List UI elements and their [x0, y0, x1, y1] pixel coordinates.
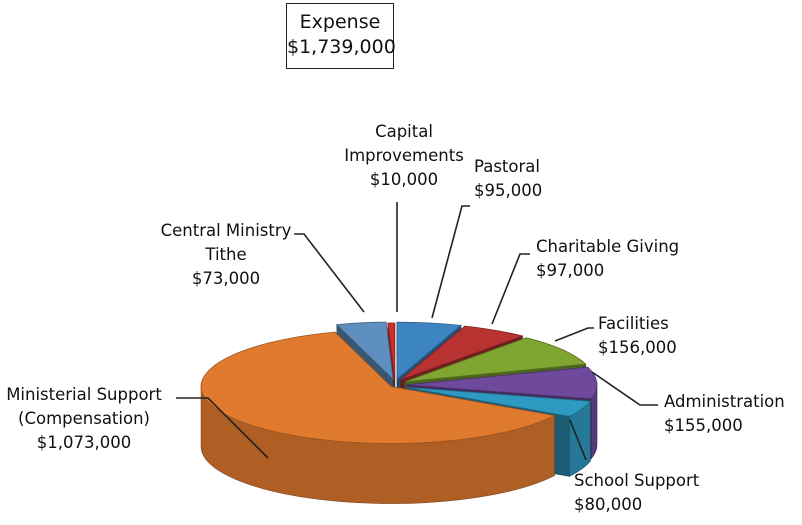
slice-label-7-line-1: Improvements — [344, 146, 464, 165]
slice-label-0-line-1: $95,000 — [474, 181, 542, 200]
pie-tops — [200, 321, 598, 444]
leader-line-6 — [294, 233, 365, 313]
pie-slice-7 — [387, 322, 396, 381]
leader-line-5 — [176, 397, 269, 459]
chart-total: $1,739,000 — [287, 36, 396, 58]
leader-line-0 — [431, 205, 470, 319]
pie-slice-4 — [406, 386, 592, 417]
pie-slice-2 — [404, 337, 587, 383]
leader-line-4 — [569, 419, 587, 461]
chart-title-box: Expense $1,739,000 — [286, 3, 396, 69]
slice-label-1-line-0: Charitable Giving — [536, 237, 679, 256]
slice-label-1: Charitable Giving $97,000 — [536, 237, 679, 280]
chart-title: Expense — [299, 11, 381, 33]
slice-label-4-line-0: School Support — [574, 471, 700, 490]
slice-label-5-line-2: $1,073,000 — [37, 433, 131, 452]
slice-label-4-line-1: $80,000 — [574, 495, 642, 514]
pie-slice-0 — [396, 321, 462, 380]
slice-label-6-line-0: Central Ministry — [161, 221, 292, 240]
slice-label-7-line-0: Capital — [375, 122, 433, 141]
leader-line-1 — [491, 253, 530, 325]
pie-slice-1 — [400, 325, 524, 381]
slice-label-7-line-2: $10,000 — [370, 170, 438, 189]
slice-label-0: Pastoral $95,000 — [474, 157, 542, 200]
slice-label-1-line-1: $97,000 — [536, 261, 604, 280]
slice-label-5-line-0: Ministerial Support — [6, 385, 162, 404]
slice-label-4: School Support $80,000 — [574, 471, 700, 514]
pie-slice-3 — [406, 366, 598, 400]
leader-line-2 — [554, 327, 594, 342]
pie-leaders — [176, 202, 658, 461]
slice-label-6: Central Ministry Tithe $73,000 — [161, 221, 292, 288]
slice-label-3: Administration $155,000 — [664, 392, 785, 435]
slice-label-2-line-1: $156,000 — [598, 338, 677, 357]
slice-label-5-line-1: (Compensation) — [18, 409, 150, 428]
leader-line-3 — [591, 371, 658, 406]
pie-slice-6 — [335, 321, 394, 381]
pie-slice-5 — [200, 331, 556, 444]
slice-label-2: Facilities $156,000 — [598, 314, 677, 357]
slice-label-3-line-0: Administration — [664, 392, 785, 411]
slice-label-2-line-0: Facilities — [598, 314, 669, 333]
pie-labels: Pastoral $95,000 Charitable Giving $97,000 F… — [6, 122, 785, 514]
slice-label-0-line-0: Pastoral — [474, 157, 540, 176]
slice-label-6-line-1: Tithe — [204, 245, 246, 264]
slice-label-6-line-2: $73,000 — [192, 269, 260, 288]
slice-label-5: Ministerial Support (Compensation) $1,073,… — [6, 385, 162, 452]
slice-label-7: Capital Improvements $10,000 — [344, 122, 464, 189]
slice-label-3-line-1: $155,000 — [664, 416, 743, 435]
